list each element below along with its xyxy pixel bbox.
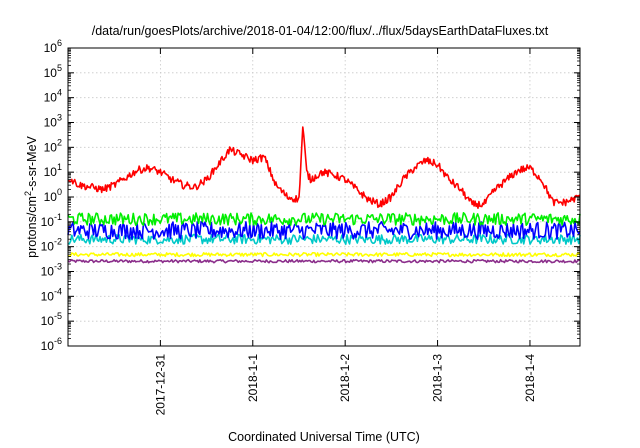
y-tick-label: 10-2: [41, 237, 62, 254]
y-tick-label: 10-1: [41, 212, 62, 229]
series-line: [67, 251, 581, 258]
y-tick-label: 101: [44, 162, 62, 179]
y-tick-label: 105: [44, 63, 62, 80]
x-tick-label: 2018-1-2: [338, 354, 352, 402]
y-tick-label: 10-3: [41, 262, 62, 279]
x-tick-label: 2018-1-1: [246, 354, 260, 402]
y-tick-label: 10-4: [41, 286, 62, 303]
series-line: [67, 233, 581, 245]
y-tick-label: 10-5: [41, 311, 62, 328]
series-line: [67, 212, 581, 226]
grid: [68, 48, 580, 346]
y-tick-label: 106: [44, 38, 62, 55]
y-tick-label: 104: [44, 88, 62, 105]
series-group: [67, 126, 581, 264]
y-axis: 10-6 10-5 10-4 10-3 10-2 10-1 100 101 102 103 104 1…: [41, 38, 580, 353]
y-tick-label: 103: [44, 113, 62, 130]
x-tick-label: 2017-12-31: [153, 354, 167, 416]
y-axis-label: protons/cm2-s-sr-MeV: [23, 135, 39, 257]
series-line: [67, 221, 581, 240]
chart-title: /data/run/goesPlots/archive/2018-01-04/1…: [92, 24, 549, 38]
y-tick-label: 102: [44, 137, 62, 154]
series-line: [67, 258, 581, 264]
x-axis-label: Coordinated Universal Time (UTC): [228, 430, 420, 444]
x-tick-label: 2018-1-4: [523, 354, 537, 402]
y-tick-label: 10-6: [41, 336, 62, 353]
x-tick-label: 2018-1-3: [431, 354, 445, 402]
x-axis: 2017-12-31 2018-1-1 2018-1-2 2018-1-3 2018-1…: [153, 48, 537, 415]
y-tick-label: 100: [44, 187, 62, 204]
series-line: [67, 126, 581, 209]
